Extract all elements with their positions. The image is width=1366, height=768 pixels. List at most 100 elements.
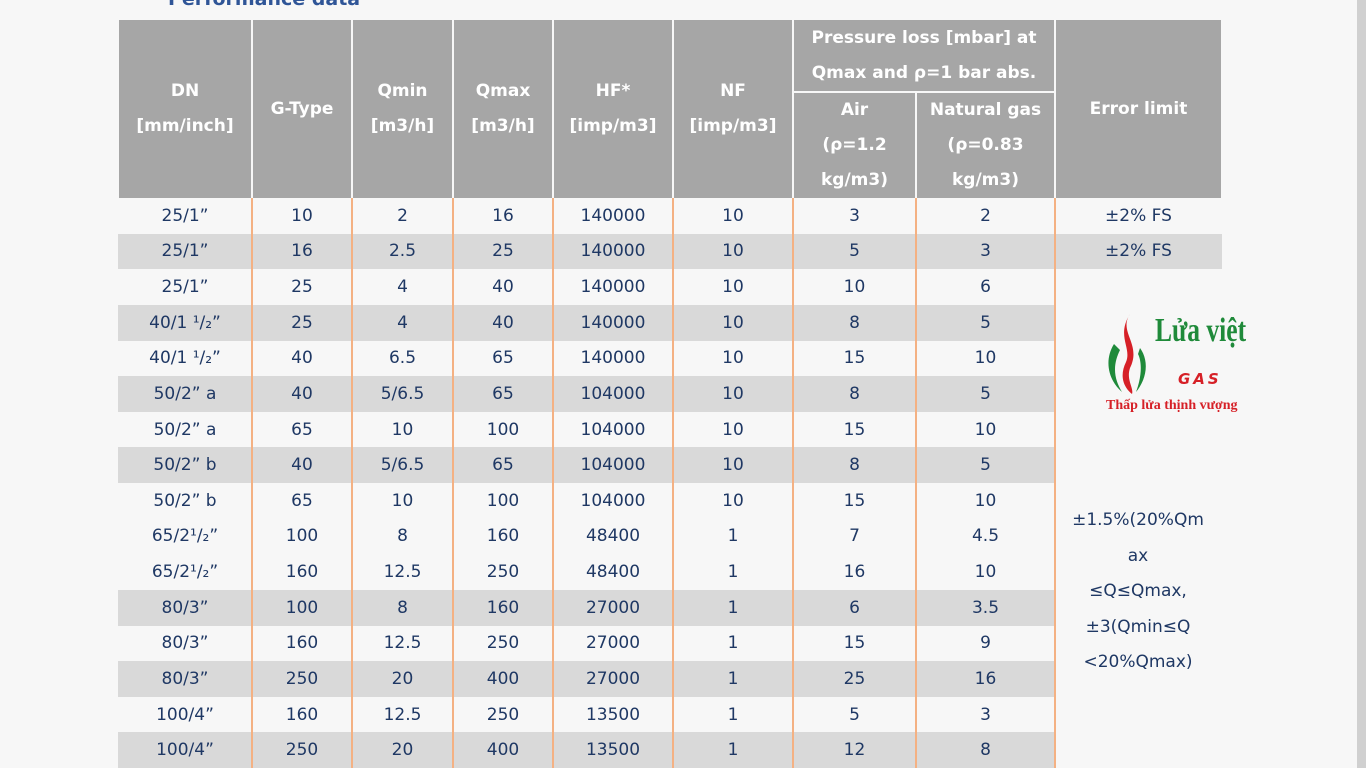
table-cell: 10 <box>722 312 744 333</box>
header-text: Qmax <box>475 81 531 101</box>
table-cell: 13500 <box>585 704 641 725</box>
table-cell: 10 <box>291 205 313 226</box>
table-cell: 5/6.5 <box>380 383 425 404</box>
table-cell: 10 <box>722 383 744 404</box>
table-cell: 5 <box>980 383 991 404</box>
table-cell: 15 <box>843 490 866 511</box>
table-cell: 1 <box>727 526 739 547</box>
table-cell: 10 <box>722 241 744 262</box>
row-shade <box>118 447 1055 483</box>
table-cell: 48400 <box>585 562 641 583</box>
table-cell: 160 <box>285 633 319 654</box>
table-cell: 10 <box>722 490 744 511</box>
table-cell: 1 <box>727 668 739 689</box>
table-cell: 8 <box>849 383 860 404</box>
table-cell: 25/1” <box>161 277 209 298</box>
header-text: [mm/inch] <box>136 116 234 136</box>
table-cell: 9 <box>980 633 991 654</box>
table-cell: 8 <box>849 312 860 333</box>
table-cell: 3 <box>849 205 860 226</box>
table-cell: 40/1 ¹/₂” <box>149 348 221 369</box>
logo-gas: GAS <box>1178 370 1222 388</box>
table-cell: 140000 <box>580 348 646 369</box>
table-cell: 140000 <box>580 312 646 333</box>
table-cell: 65/2¹/₂” <box>151 562 219 583</box>
table-cell: 6 <box>849 597 860 618</box>
table-cell: 12.5 <box>383 562 422 583</box>
table-cell: 8 <box>397 526 408 547</box>
table-cell: 4 <box>397 277 408 298</box>
table-cell: 10 <box>391 490 414 511</box>
logo-flame <box>1108 314 1146 394</box>
table-cell: 65 <box>291 419 313 440</box>
table-cell: ±2% FS <box>1105 205 1172 226</box>
row-shade <box>118 376 1055 412</box>
table-cell: 104000 <box>580 490 646 511</box>
table-cell: 104000 <box>580 383 646 404</box>
error-limit-line: ±3(Qmin≤Q <box>1085 616 1191 637</box>
table-cell: 4.5 <box>971 526 1000 547</box>
table-cell: 40 <box>492 312 514 333</box>
table-cell: 65 <box>492 348 514 369</box>
table-cell: 27000 <box>585 633 641 654</box>
table-cell: 25 <box>843 668 866 689</box>
table-cell: 48400 <box>585 526 641 547</box>
table-cell: 8 <box>397 597 408 618</box>
column-divider <box>251 198 253 768</box>
table-cell: 1 <box>727 562 739 583</box>
error-limit-merged: ±1.5%(20%Qm ax ≤Q≤Qmax, ±3(Qmin≤Q <20%Qmax) <box>1058 503 1218 681</box>
table-cell: 27000 <box>585 668 641 689</box>
row-shade <box>118 589 1055 626</box>
table-cell: 160 <box>486 526 520 547</box>
table-cell: 1 <box>727 704 739 725</box>
table-cell: 10 <box>722 277 744 298</box>
table-cell: 50/2” b <box>153 490 217 511</box>
header-text: Qmin <box>377 81 428 101</box>
header-text: Error limit <box>1089 98 1188 119</box>
table-cell: 40/1 ¹/₂” <box>149 312 221 333</box>
table-cell: 12.5 <box>383 633 422 654</box>
table-cell: 10 <box>722 205 744 226</box>
table-cell: 50/2” b <box>153 455 217 476</box>
table-cell: 250 <box>486 562 520 583</box>
table-cell: 13500 <box>585 740 641 761</box>
table-cell: 10 <box>722 348 744 369</box>
header-text: Qmax and ρ=1 bar abs. <box>811 62 1037 83</box>
table-cell: 100 <box>486 490 520 511</box>
column-divider <box>672 198 674 768</box>
scrollbar <box>1357 0 1366 768</box>
table-cell: 400 <box>486 740 520 761</box>
table-cell: 25 <box>492 241 514 262</box>
table-cell: 8 <box>849 455 860 476</box>
header-text: [m3/h] <box>471 116 535 136</box>
table-cell: 80/3” <box>161 668 209 689</box>
table-cell: 25 <box>291 277 313 298</box>
table-cell: 2.5 <box>388 241 417 262</box>
table-cell: 65 <box>492 383 514 404</box>
table-cell: ±2% FS <box>1105 241 1172 262</box>
table-cell: 65 <box>291 490 313 511</box>
table-cell: 100/4” <box>156 704 214 725</box>
row-shade <box>118 304 1055 341</box>
error-limit-line: ax <box>1127 545 1149 566</box>
table-cell: 10 <box>974 490 997 511</box>
header-text: G-Type <box>270 98 334 119</box>
table-cell: 6 <box>980 277 991 298</box>
table-cell: 25/1” <box>161 241 209 262</box>
header-text: kg/m3) <box>952 170 1019 190</box>
table-cell: 1 <box>727 633 739 654</box>
table-cell: 50/2” a <box>153 419 217 440</box>
table-cell: 10 <box>974 348 997 369</box>
table-cell: 80/3” <box>161 597 209 618</box>
column-header: NF [imp/m3] <box>674 20 792 198</box>
row-shade <box>118 661 1055 697</box>
header-text: [m3/h] <box>370 116 435 136</box>
logo: Lửa việt GAS Thấp lửa thịnh vượng <box>1100 310 1265 420</box>
table-cell: 3 <box>980 704 991 725</box>
table-cell: 250 <box>486 633 520 654</box>
table-cell: 40 <box>492 277 514 298</box>
table-cell: 8 <box>980 740 991 761</box>
table-cell: 12 <box>843 740 866 761</box>
header-text: Air <box>840 100 869 120</box>
